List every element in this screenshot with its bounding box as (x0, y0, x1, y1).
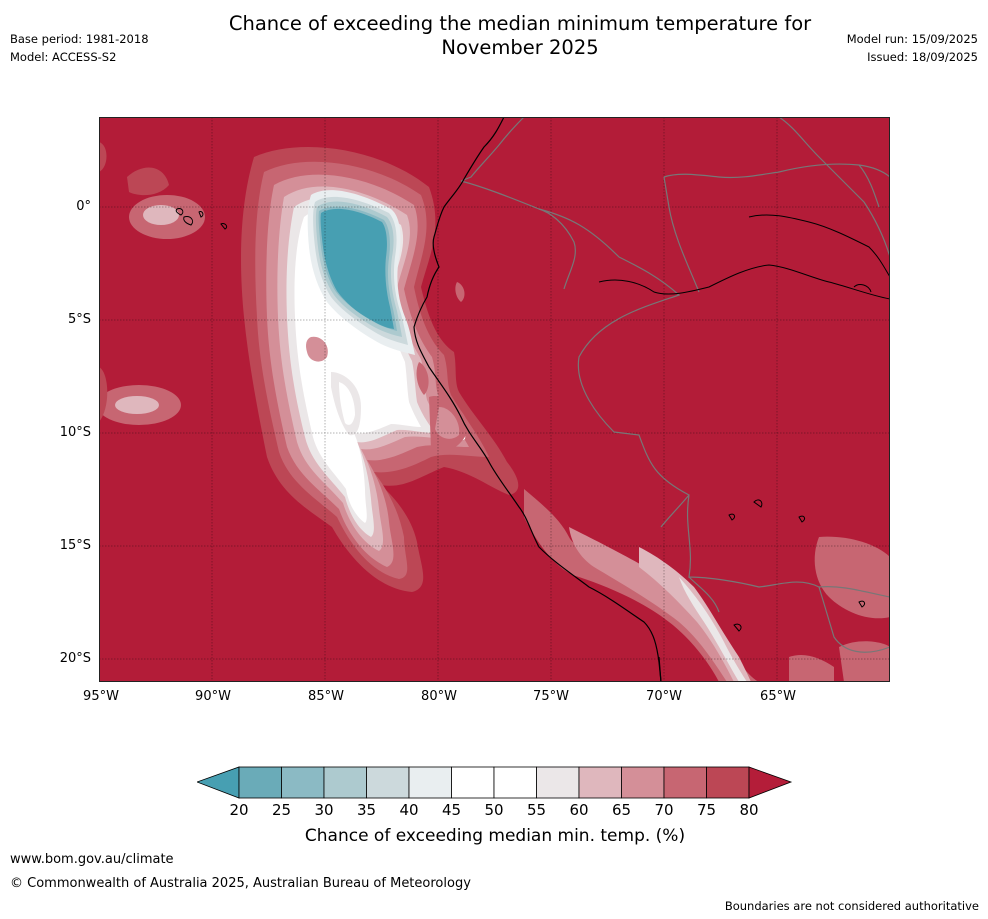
colorbar-cell (281, 766, 325, 799)
colorbar-extend-low (197, 766, 240, 799)
map-frame (99, 117, 890, 682)
colorbar-tick-label: 55 (526, 801, 547, 819)
colorbar-tick-label: 60 (569, 801, 589, 819)
lat-label-20s: 20°S (59, 651, 91, 666)
colorbar-cell (366, 766, 410, 799)
lon-label-70w: 70°W (646, 689, 682, 704)
colorbar-cell (621, 766, 665, 799)
colorbar-tick-label: 65 (611, 801, 632, 819)
lon-label-75w: 75°W (533, 689, 569, 704)
lat-label-10s: 10°S (59, 425, 91, 440)
colorbar-cell (578, 766, 622, 799)
country-borders (460, 117, 890, 653)
islands-and-lakes (175, 208, 890, 632)
title-line-2: November 2025 (441, 36, 599, 59)
probability-map (99, 117, 890, 682)
colorbar-tick-label: 35 (356, 801, 377, 819)
meta-left: Base period: 1981-2018 Model: ACCESS-S2 (10, 30, 149, 66)
model-run: Model run: 15/09/2025 (846, 32, 978, 46)
colorbar-tick-label: 80 (739, 801, 759, 819)
colorbar-tick-label: 70 (654, 801, 674, 819)
colorbar-cell (493, 766, 537, 799)
lat-label-15s: 15°S (59, 538, 91, 553)
grid (99, 117, 890, 682)
map-title: Chance of exceeding the median minimum t… (0, 12, 988, 60)
footer-url[interactable]: www.bom.gov.au/climate (10, 852, 174, 867)
colorbar-tick-label: 75 (696, 801, 717, 819)
colorbar-tick-label: 50 (484, 801, 504, 819)
colorbar-tick-label: 25 (271, 801, 292, 819)
colorbar-tick-label: 40 (399, 801, 419, 819)
colorbar-cell (663, 766, 707, 799)
colorbar (197, 766, 793, 799)
colorbar-extend-high (748, 766, 793, 799)
colorbar-cell (238, 766, 282, 799)
colorbar-tick-label: 20 (229, 801, 249, 819)
lon-label-90w: 90°W (195, 689, 231, 704)
colorbar-cell (706, 766, 750, 799)
colorbar-tick-label: 30 (314, 801, 334, 819)
coastal-anomaly-strip (416, 282, 759, 682)
western-anomaly-blob (99, 142, 181, 425)
model-name: Model: ACCESS-S2 (10, 50, 117, 64)
lat-label-0: 0° (76, 199, 91, 214)
lat-label-5s: 5°S (67, 312, 91, 327)
offshore-anomaly-region (241, 147, 519, 592)
footer-copyright: © Commonwealth of Australia 2025, Austra… (10, 876, 471, 891)
colorbar-label: Chance of exceeding median min. temp. (%… (304, 826, 686, 846)
lon-label-95w: 95°W (83, 689, 119, 704)
lon-label-80w: 80°W (421, 689, 457, 704)
colorbar-tick-label: 45 (441, 801, 462, 819)
meta-right: Model run: 15/09/2025 Issued: 18/09/2025 (847, 30, 978, 66)
colorbar-cell (536, 766, 580, 799)
lon-label-85w: 85°W (308, 689, 344, 704)
base-period: Base period: 1981-2018 (10, 32, 149, 46)
colorbar-cell (408, 766, 452, 799)
map-background-fill (99, 117, 890, 682)
title-line-1: Chance of exceeding the median minimum t… (228, 12, 812, 35)
lon-label-65w: 65°W (760, 689, 796, 704)
colorbar-cell (451, 766, 495, 799)
galapagos-anomaly (127, 167, 205, 239)
colorbar-cell (323, 766, 367, 799)
footer-disclaimer: Boundaries are not considered authoritat… (724, 899, 979, 913)
coastline (413, 117, 662, 682)
issued-date: Issued: 18/09/2025 (867, 50, 978, 64)
